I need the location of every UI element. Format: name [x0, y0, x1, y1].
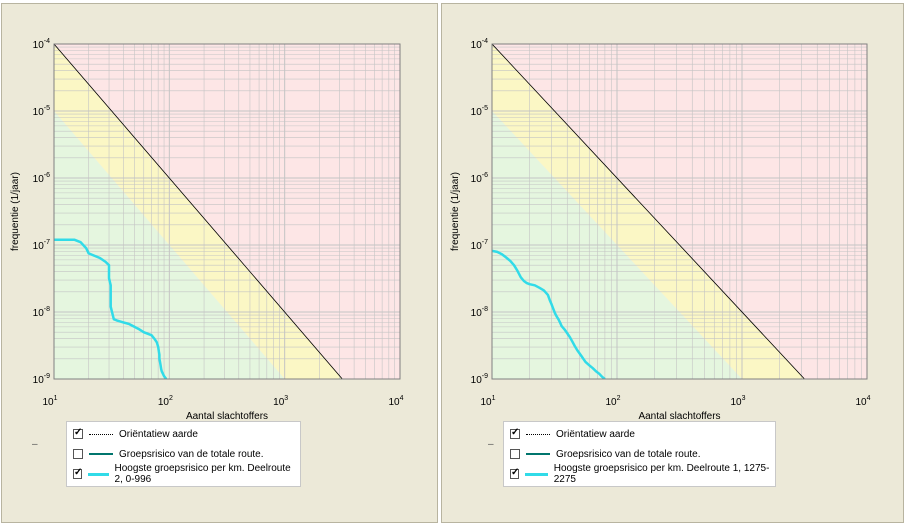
orientation-guide-line — [492, 44, 805, 379]
legend-label: Oriëntatiew aarde — [556, 428, 635, 440]
x-tick-label: 101 — [480, 395, 495, 408]
y-tick-label: 10-6 — [33, 172, 50, 185]
legend-checkbox[interactable] — [73, 449, 83, 459]
y-tick-label: 10-5 — [33, 105, 50, 118]
y-tick-label: 10-8 — [33, 306, 50, 319]
legend-checkbox[interactable] — [510, 467, 520, 479]
x-tick-label: 103 — [730, 395, 745, 408]
y-axis-label: frequentie (1/jaar) — [10, 172, 21, 251]
orientation-guide-line — [54, 44, 343, 379]
legend-label: Hoogste groepsrisico per km. Deelroute 1… — [553, 463, 770, 485]
legend-label: Hoogste groepsrisico per km. Deelroute 2… — [114, 463, 291, 485]
y-tick-label: 10-7 — [33, 239, 50, 252]
legend-label: Groepsrisico van de totale route. — [119, 448, 264, 460]
fn-curve-chart-left: 101 102 103 104 10-9 10-8 10-7 10-6 10-5 10-4 Aant… — [10, 38, 404, 422]
legend-item: Hoogste groepsrisico per km. Deelroute 1… — [504, 463, 775, 485]
legend-swatch — [525, 472, 548, 476]
y-tick-label: 10-9 — [33, 373, 50, 386]
legend-label: Groepsrisico van de totale route. — [556, 448, 701, 460]
chart-legend-left: Oriëntatiew aarde Groepsrisico van de tot… — [66, 421, 301, 487]
x-tick-label: 103 — [273, 395, 288, 408]
legend-swatch — [89, 433, 113, 435]
x-tick-label: 102 — [605, 395, 620, 408]
chart-panel-right: 101 102 103 104 10-9 10-8 10-7 10-6 10-5 10-4 Aant… — [441, 3, 904, 523]
legend-swatch — [87, 472, 109, 476]
y-axis-label: frequentie (1/jaar) — [450, 172, 461, 251]
y-tick-label: 10-8 — [471, 306, 488, 319]
legend-checkbox[interactable] — [73, 467, 82, 479]
x-axis-label: Aantal slachtoffers — [186, 411, 268, 422]
y-tick-label: 10-4 — [471, 38, 488, 51]
chart-legend-right: Oriëntatiew aarde Groepsrisico van de tot… — [503, 421, 776, 487]
fn-curve-chart-right: 101 102 103 104 10-9 10-8 10-7 10-6 10-5 10-4 Aant… — [450, 38, 871, 422]
legend-dash-right: – — [488, 439, 494, 450]
legend-checkbox[interactable] — [73, 427, 83, 439]
x-axis-label: Aantal slachtoffers — [638, 411, 720, 422]
legend-item: Hoogste groepsrisico per km. Deelroute 2… — [67, 463, 300, 485]
legend-item: Groepsrisico van de totale route. — [67, 445, 264, 463]
x-tick-label: 101 — [42, 395, 57, 408]
x-tick-label: 104 — [388, 395, 403, 408]
y-tick-label: 10-9 — [471, 373, 488, 386]
plot-frame — [53, 43, 401, 380]
legend-swatch — [526, 453, 550, 455]
risk-curve-line — [492, 249, 606, 379]
chart-panel-left: 101 102 103 104 10-9 10-8 10-7 10-6 10-5 10-4 Aant… — [1, 3, 438, 523]
legend-swatch — [89, 453, 113, 455]
legend-dash-left: – — [32, 439, 38, 450]
legend-item: Oriëntatiew aarde — [504, 425, 635, 443]
legend-item: Groepsrisico van de totale route. — [504, 445, 701, 463]
x-tick-label: 102 — [158, 395, 173, 408]
legend-checkbox[interactable] — [510, 427, 520, 439]
y-tick-label: 10-6 — [471, 172, 488, 185]
legend-swatch — [526, 433, 550, 435]
legend-label: Oriëntatiew aarde — [119, 428, 198, 440]
risk-curve-line — [54, 238, 168, 379]
legend-item: Oriëntatiew aarde — [67, 425, 198, 443]
y-tick-label: 10-7 — [471, 239, 488, 252]
x-tick-label: 104 — [855, 395, 870, 408]
legend-checkbox[interactable] — [510, 449, 520, 459]
plot-frame — [491, 43, 868, 380]
y-tick-label: 10-4 — [33, 38, 50, 51]
y-tick-label: 10-5 — [471, 105, 488, 118]
